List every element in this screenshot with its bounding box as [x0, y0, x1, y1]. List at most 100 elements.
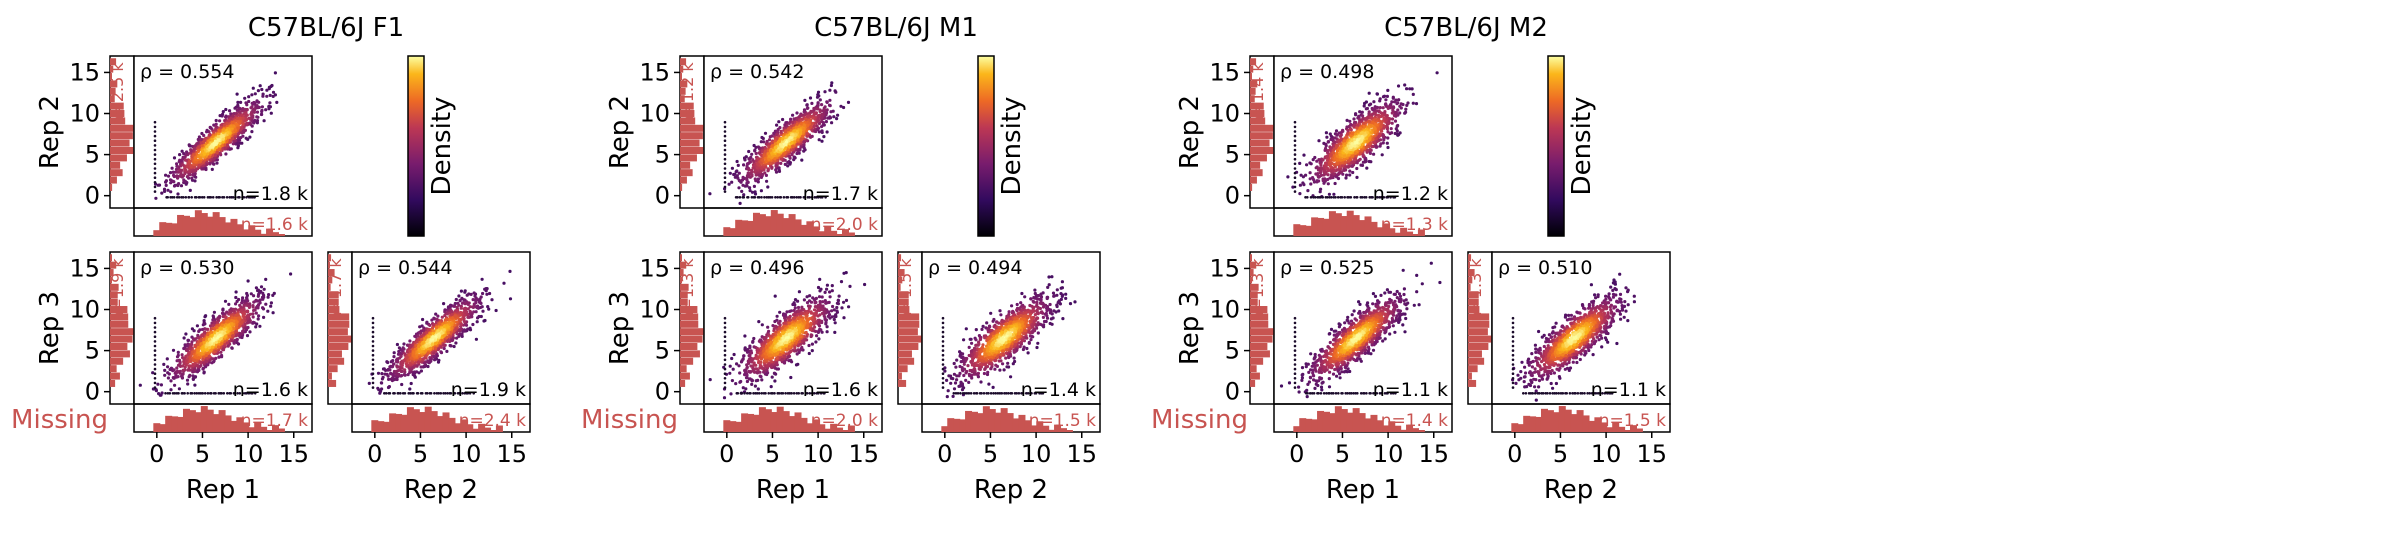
scatter-point — [236, 142, 240, 146]
scatter-point — [832, 115, 836, 119]
scatter-point — [468, 328, 473, 332]
scatter-point — [760, 166, 764, 170]
scatter-point — [846, 100, 851, 104]
scatter-point — [788, 162, 792, 166]
scatter-point — [770, 141, 774, 145]
scatter-point — [779, 143, 783, 147]
side-histogram-bar — [110, 146, 134, 154]
scatter-point — [455, 320, 459, 324]
scatter-point — [422, 332, 426, 336]
scatter-point — [166, 174, 171, 178]
scatter-point — [740, 189, 744, 193]
scatter-point — [186, 164, 190, 169]
y-tick-label: 5 — [85, 337, 100, 365]
chart-title: C57BL/6J M1 — [814, 13, 978, 43]
scatter-point — [247, 319, 251, 323]
scatter-point — [760, 135, 764, 140]
scatter-point — [249, 112, 253, 116]
scatter-point — [225, 310, 229, 314]
scatter-point — [223, 143, 227, 147]
scatter-point — [393, 392, 396, 395]
scatter-point — [197, 356, 201, 360]
scatter-point — [207, 155, 211, 159]
scatter-point — [783, 123, 787, 127]
scatter-point — [820, 139, 824, 143]
y-tick-label: 10 — [69, 100, 100, 128]
scatter-point — [795, 117, 799, 121]
scatter-point — [728, 171, 732, 175]
scatter-point — [452, 304, 456, 308]
scatter-point — [226, 135, 230, 139]
scatter-point — [153, 358, 157, 362]
scatter-point — [779, 161, 783, 165]
scatter-point — [408, 387, 412, 391]
side-histogram-bar — [110, 176, 117, 184]
scatter-point — [209, 196, 213, 199]
scatter-point — [471, 298, 475, 302]
scatter-point — [247, 95, 251, 99]
bottom-histogram-bar — [182, 215, 190, 236]
scatter-point — [249, 196, 253, 199]
scatter-point — [409, 381, 413, 386]
scatter-point — [371, 358, 375, 362]
scatter-point — [431, 329, 436, 333]
scatter-point — [269, 111, 273, 115]
scatter-point — [229, 116, 233, 120]
scatter-point — [399, 392, 402, 395]
scatter-point — [237, 317, 241, 321]
side-histogram-bar — [680, 357, 694, 365]
scatter-point — [822, 108, 826, 112]
scatter-point — [177, 387, 181, 391]
scatter-point — [216, 135, 220, 139]
scatter-point — [380, 377, 384, 381]
scatter-point — [408, 353, 412, 357]
scatter-point — [823, 105, 827, 109]
y-axis-label: Rep 3 — [35, 291, 65, 365]
side-histogram-bar — [680, 342, 698, 350]
scatter-point — [153, 167, 157, 170]
scatter-point — [467, 301, 471, 305]
scatter-point — [760, 172, 765, 177]
scatter-point — [459, 322, 463, 326]
scatter-point — [162, 362, 166, 366]
scatter-point — [230, 346, 234, 350]
scatter-point — [226, 330, 230, 334]
scatter-point — [258, 84, 262, 88]
scatter-point — [766, 185, 770, 189]
scatter-point — [153, 190, 157, 193]
scatter-point — [153, 130, 157, 133]
scatter-point — [250, 130, 254, 134]
scatter-point — [168, 178, 173, 182]
scatter-point — [723, 167, 727, 170]
scatter-point — [371, 381, 375, 385]
scatter-point — [795, 122, 799, 126]
scatter-point — [442, 328, 446, 332]
scatter-point — [494, 308, 498, 313]
side-histogram-bar — [328, 357, 345, 365]
x-tick-label: 0 — [367, 440, 382, 468]
scatter-point — [171, 196, 174, 199]
scatter-point — [806, 114, 810, 118]
scatter-point — [183, 365, 187, 369]
scatter-point — [825, 283, 830, 287]
side-missing-count: n=1.7 k — [326, 258, 345, 322]
scatter-point — [765, 179, 769, 183]
scatter-point — [746, 196, 750, 199]
scatter-point — [231, 334, 235, 338]
scatter-point — [747, 157, 752, 161]
scatter-point — [478, 297, 482, 301]
scatter-point — [190, 178, 195, 182]
scatter-point — [473, 292, 478, 296]
scatter-point — [225, 122, 229, 126]
scatter-point — [466, 315, 470, 319]
scatter-point — [391, 359, 395, 363]
scatter-point — [814, 129, 818, 134]
scatter-point — [255, 322, 259, 326]
scatter-point — [237, 113, 241, 117]
side-missing-histogram: n=1.9 k — [108, 251, 136, 405]
scatter-point — [736, 163, 740, 167]
scatter-point — [764, 173, 769, 177]
scatter-point — [831, 109, 835, 113]
scatter-point — [160, 391, 164, 395]
scatter-point — [215, 158, 219, 162]
